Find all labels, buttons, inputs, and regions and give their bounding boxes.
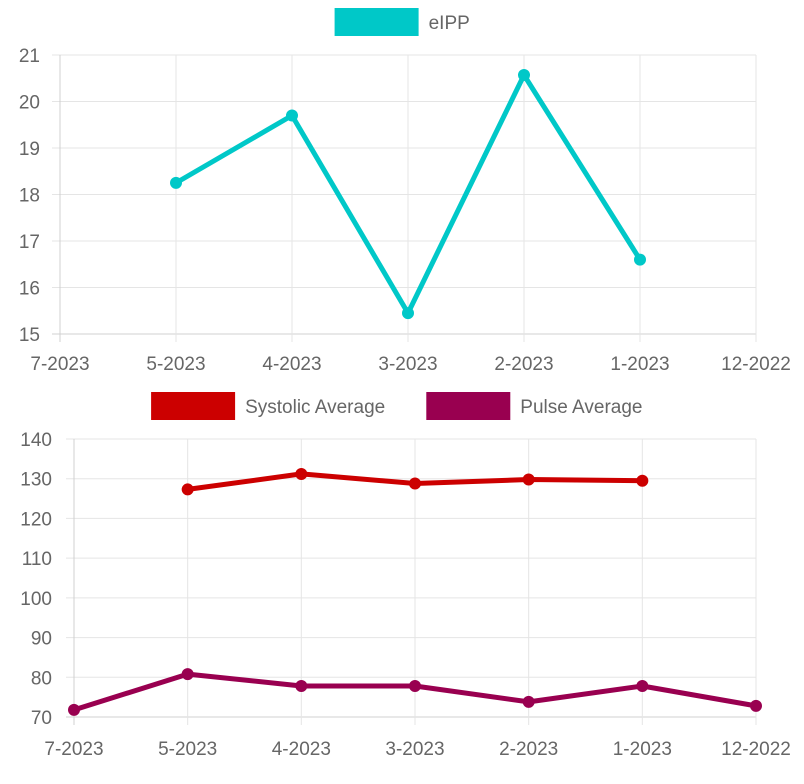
series-pulse-average [68,668,762,716]
data-point[interactable] [181,668,194,681]
series-systolic-average [181,467,649,496]
data-point[interactable] [634,253,646,266]
legend-item-systolic-average[interactable]: Systolic Average [151,392,385,420]
data-point[interactable] [750,699,762,712]
data-point[interactable] [295,680,308,693]
x-tick-label: 1-2023 [613,739,672,760]
legend-label: Pulse Average [520,397,642,418]
legend-item-eipp[interactable]: eIPP [334,8,470,36]
data-point[interactable] [286,109,298,122]
legend: eIPP [334,8,470,36]
data-point[interactable] [636,474,649,487]
y-tick-label: 16 [19,279,40,300]
y-tick-label: 100 [20,589,52,610]
series-eipp [170,68,646,320]
y-tick-label: 21 [19,46,40,67]
x-tick-label: 2-2023 [499,739,558,760]
y-tick-label: 19 [19,139,40,160]
bp-pulse-line-chart: Systolic Average Pulse Average 70 80 90 100 11… [20,392,791,760]
y-tick-label: 130 [20,470,52,491]
x-tick-label: 12-2022 [721,739,791,760]
legend-label: eIPP [429,13,470,34]
x-tick-label: 7-2023 [44,739,103,760]
legend-label: Systolic Average [245,397,385,418]
y-tick-label: 120 [20,509,52,530]
data-point[interactable] [181,483,194,496]
data-point[interactable] [522,695,535,708]
x-tick-label: 1-2023 [610,354,669,375]
x-tick-label: 4-2023 [272,739,331,760]
y-tick-label: 70 [31,708,52,729]
x-tick-label: 12-2022 [721,354,791,375]
y-tick-label: 18 [19,186,40,207]
data-point[interactable] [170,176,182,189]
y-tick-label: 110 [22,549,52,570]
legend: Systolic Average Pulse Average [151,392,642,420]
legend-item-pulse-average[interactable]: Pulse Average [426,392,642,420]
x-tick-label: 7-2023 [30,354,89,375]
data-point[interactable] [295,467,308,480]
y-tick-label: 20 [19,93,40,114]
data-point[interactable] [522,473,535,486]
legend-swatch [334,8,419,36]
y-tick-label: 17 [19,232,40,253]
x-tick-label: 3-2023 [385,739,444,760]
legend-swatch [151,392,236,420]
y-tick-label: 140 [20,430,52,451]
data-point[interactable] [409,477,421,490]
data-point[interactable] [402,307,414,320]
x-tick-label: 3-2023 [378,354,437,375]
eipp-line-chart: eIPP 15 16 17 18 19 20 21 7-2023 5-2023 4-2023 3-20… [19,8,791,375]
x-tick-label: 5-2023 [158,739,217,760]
legend-swatch [426,392,511,420]
x-tick-label: 2-2023 [494,354,553,375]
y-tick-label: 80 [31,668,52,689]
y-tick-label: 90 [31,629,52,650]
x-tick-label: 4-2023 [262,354,321,375]
data-point[interactable] [68,703,80,716]
data-point[interactable] [636,680,649,693]
y-tick-label: 15 [19,325,40,346]
x-tick-label: 5-2023 [146,354,205,375]
data-point[interactable] [518,68,530,81]
data-point[interactable] [409,680,421,693]
